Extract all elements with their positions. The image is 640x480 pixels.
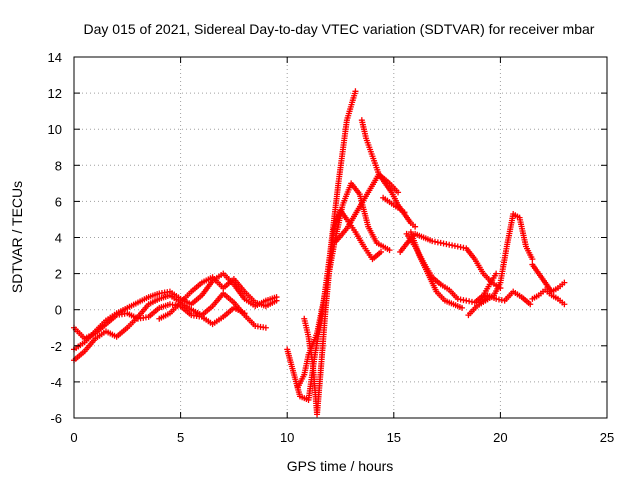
x-axis-label: GPS time / hours <box>287 458 394 474</box>
y-tick-label: 8 <box>55 158 62 173</box>
data-point <box>493 270 500 277</box>
data-point <box>352 88 359 95</box>
data-point <box>262 324 269 331</box>
x-tick-label: 15 <box>387 430 401 445</box>
data-point <box>529 256 536 263</box>
series-track-7 <box>294 180 393 391</box>
y-tick-label: 6 <box>55 194 62 209</box>
data-point <box>241 310 248 317</box>
data-point <box>401 209 408 216</box>
y-tick-label: 14 <box>48 50 62 65</box>
chart-title: Day 015 of 2021, Sidereal Day-to-day VTE… <box>84 21 595 37</box>
series-track-6 <box>301 207 385 418</box>
y-tick-label: -6 <box>50 411 62 426</box>
data-point <box>386 247 393 254</box>
series-track-8 <box>358 117 419 230</box>
y-axis-label: SDTVAR / TECUs <box>9 181 25 293</box>
series-track-3 <box>71 301 248 342</box>
grid <box>74 57 607 418</box>
x-tick-label: 10 <box>280 430 294 445</box>
y-tick-label: -2 <box>50 339 62 354</box>
data-point <box>459 304 466 311</box>
y-tick-label: 4 <box>55 231 62 246</box>
data-layer <box>71 88 568 418</box>
series-track-14 <box>476 288 534 308</box>
data-point <box>527 301 534 308</box>
x-tick-label: 0 <box>70 430 77 445</box>
data-point <box>561 279 568 286</box>
x-tick-label: 25 <box>600 430 614 445</box>
y-tick-label: -4 <box>50 375 62 390</box>
y-tick-label: 0 <box>55 303 62 318</box>
data-point <box>378 248 385 255</box>
series-track-1 <box>71 270 280 353</box>
x-tick-label: 5 <box>177 430 184 445</box>
x-tick-label: 20 <box>493 430 507 445</box>
data-point <box>395 189 402 196</box>
series-track-17 <box>380 194 408 216</box>
series-track-4 <box>156 274 280 322</box>
series-track-16 <box>529 286 568 308</box>
series-track-9 <box>333 171 402 245</box>
series-track-12 <box>403 230 500 306</box>
data-point <box>561 301 568 308</box>
data-point <box>273 297 280 304</box>
y-tick-label: 2 <box>55 267 62 282</box>
ticks: 0 5 10 15 20 25 -6 -4 -2 0 2 4 6 8 10 12 14 <box>48 50 615 445</box>
data-point <box>412 223 419 230</box>
y-tick-label: 10 <box>48 122 62 137</box>
series-track-15 <box>529 261 568 295</box>
y-tick-label: 12 <box>48 86 62 101</box>
